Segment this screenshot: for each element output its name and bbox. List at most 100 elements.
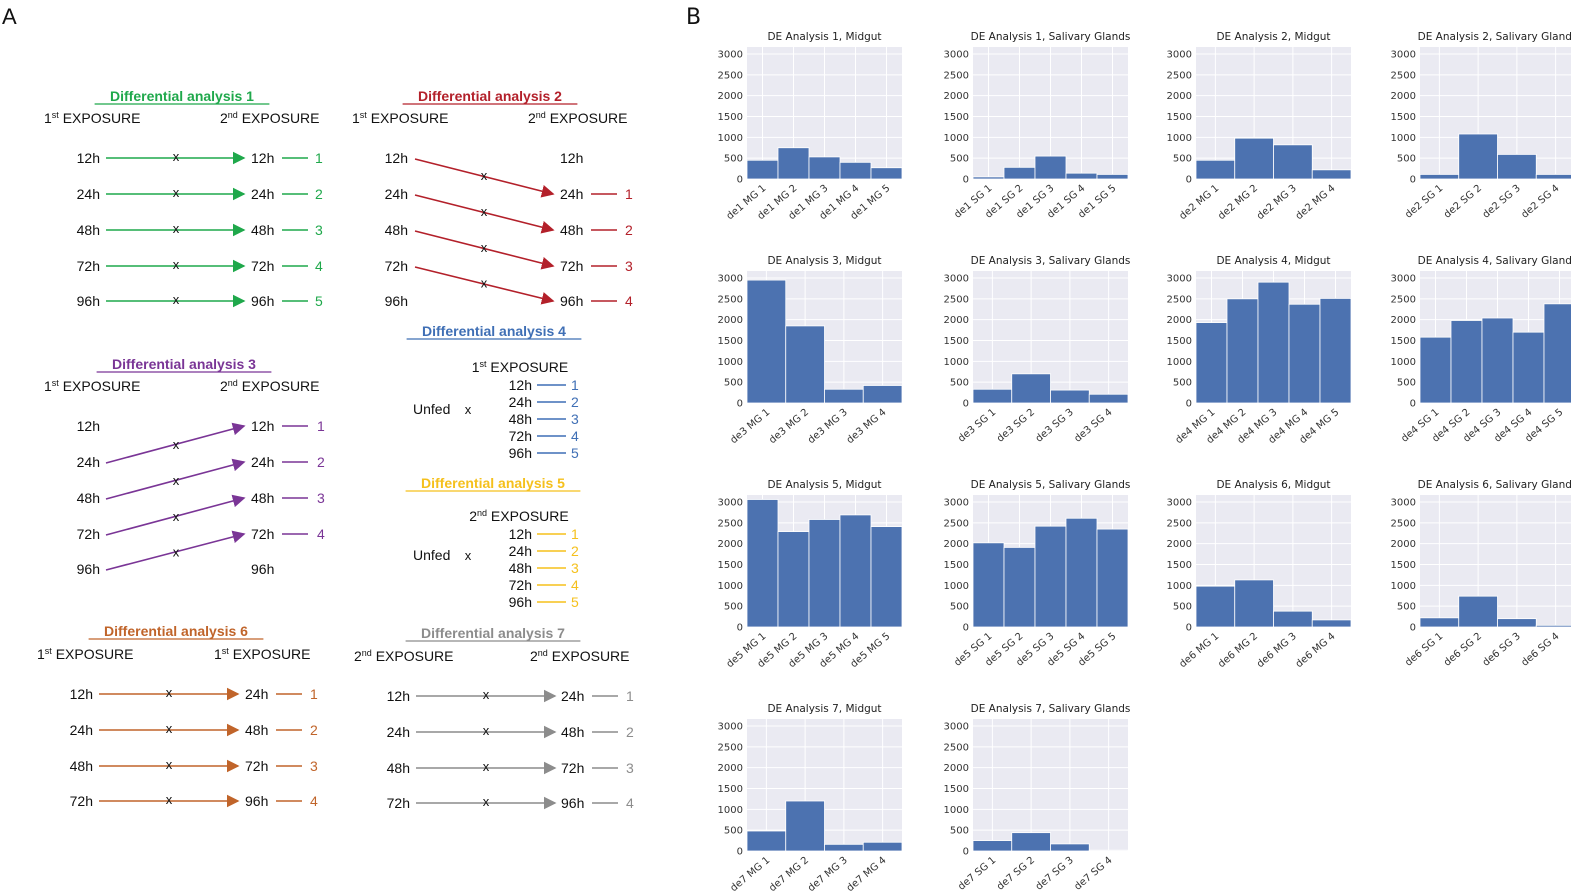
y-tick-label: 0: [737, 175, 743, 186]
x-tick-label: de6 MG 4: [1294, 631, 1338, 670]
y-tick-label: 3000: [718, 50, 743, 61]
da7-from-time: 12h: [387, 688, 410, 704]
da4-index: 3: [571, 411, 579, 427]
y-tick-label: 500: [950, 602, 969, 613]
da5-index: 5: [571, 594, 579, 610]
bar: [1088, 393, 1129, 404]
y-tick-label: 2500: [944, 742, 969, 753]
bar: [862, 841, 903, 852]
x-tick-label: de7 MG 3: [806, 855, 850, 894]
y-tick-label: 2500: [1167, 294, 1192, 305]
da4-time: 12h: [509, 377, 532, 393]
y-tick-label: 500: [724, 602, 743, 613]
bar: [1003, 547, 1036, 628]
y-tick-label: 2500: [1167, 70, 1192, 81]
da4-cross: x: [465, 402, 472, 417]
da3-index: 3: [317, 490, 325, 506]
da4-index: 1: [571, 377, 579, 393]
x-tick-label: de3 MG 1: [728, 407, 772, 446]
bar: [1195, 585, 1236, 628]
da3-right-time: 48h: [251, 490, 274, 506]
da7-cross: x: [483, 759, 490, 774]
da3-index: 1: [317, 418, 325, 434]
da1-from-time: 48h: [77, 222, 100, 238]
da3-left-time: 48h: [77, 490, 100, 506]
bar: [777, 147, 810, 180]
x-tick-label: de3 SG 2: [995, 407, 1037, 445]
y-tick-label: 2500: [1391, 294, 1416, 305]
da7-from-time: 48h: [387, 760, 410, 776]
da6-to-time: 24h: [245, 686, 268, 702]
chart-title: DE Analysis 1, Midgut: [767, 31, 881, 43]
da6-cross: x: [166, 685, 173, 700]
da5-time: 72h: [509, 577, 532, 593]
x-tick-label: de2 MG 3: [1255, 183, 1299, 222]
da4-title: Differential analysis 4: [422, 323, 566, 339]
bar: [862, 385, 903, 404]
da4-time: 24h: [509, 394, 532, 410]
y-tick-label: 3000: [944, 498, 969, 509]
y-tick-label: 1500: [1167, 336, 1192, 347]
da5-time: 96h: [509, 594, 532, 610]
y-tick-label: 1500: [1391, 560, 1416, 571]
da4-unfed-label: Unfed: [413, 401, 450, 417]
da7-from-time: 72h: [387, 795, 410, 811]
da1-to-time: 12h: [251, 150, 274, 166]
y-tick-label: 2000: [718, 539, 743, 550]
da3-right-time: 12h: [251, 418, 274, 434]
y-tick-label: 1000: [944, 805, 969, 816]
da2-index: 2: [625, 222, 633, 238]
da3-title: Differential analysis 3: [112, 356, 256, 372]
bar: [746, 499, 779, 628]
y-tick-label: 2000: [1167, 91, 1192, 102]
da6-from-time: 72h: [70, 793, 93, 809]
bar: [1512, 331, 1545, 404]
y-tick-label: 1000: [1391, 357, 1416, 368]
da6-index: 2: [310, 722, 318, 738]
da2-arrow: [414, 158, 555, 198]
y-tick-label: 2500: [718, 294, 743, 305]
bar: [1458, 133, 1498, 180]
y-tick-label: 0: [963, 847, 969, 858]
x-tick-label: de3 MG 2: [767, 407, 811, 446]
y-tick-label: 0: [737, 623, 743, 634]
x-tick-label: de3 SG 3: [1034, 407, 1076, 445]
y-tick-label: 2000: [718, 763, 743, 774]
x-tick-label: de2 SG 2: [1442, 183, 1484, 221]
y-tick-label: 500: [950, 154, 969, 165]
da6-from-time: 24h: [70, 722, 93, 738]
da4-index: 4: [571, 428, 579, 444]
y-tick-label: 0: [737, 847, 743, 858]
bar: [824, 843, 864, 852]
x-tick-label: de7 MG 2: [767, 855, 811, 894]
chart-title: DE Analysis 6, Salivary Glands: [1418, 479, 1571, 491]
bar: [972, 840, 1013, 852]
x-tick-label: de3 SG 4: [1072, 407, 1114, 445]
da3-right-time: 96h: [251, 561, 274, 577]
y-tick-label: 2500: [1167, 518, 1192, 529]
da6-to-time: 72h: [245, 758, 268, 774]
da1-to-time: 72h: [251, 258, 274, 274]
da2-right-time: 96h: [560, 293, 583, 309]
x-tick-label: de7 SG 4: [1072, 855, 1114, 893]
y-tick-label: 1000: [718, 581, 743, 592]
x-tick-label: de6 SG 3: [1481, 631, 1523, 669]
bar: [1273, 144, 1313, 180]
da7-to-time: 48h: [561, 724, 584, 740]
y-tick-label: 2000: [1167, 315, 1192, 326]
y-tick-label: 500: [1173, 602, 1192, 613]
y-tick-label: 1500: [718, 784, 743, 795]
y-tick-label: 3000: [718, 498, 743, 509]
da2-index: 3: [625, 258, 633, 274]
y-tick-label: 2000: [1167, 539, 1192, 550]
y-tick-label: 1000: [944, 581, 969, 592]
y-tick-label: 2000: [944, 539, 969, 550]
plot-area: [973, 719, 1128, 851]
bar: [1226, 298, 1259, 404]
y-tick-label: 1000: [1167, 357, 1192, 368]
